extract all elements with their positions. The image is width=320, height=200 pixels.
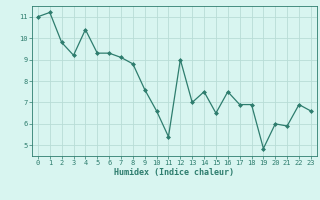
X-axis label: Humidex (Indice chaleur): Humidex (Indice chaleur) bbox=[115, 168, 234, 177]
